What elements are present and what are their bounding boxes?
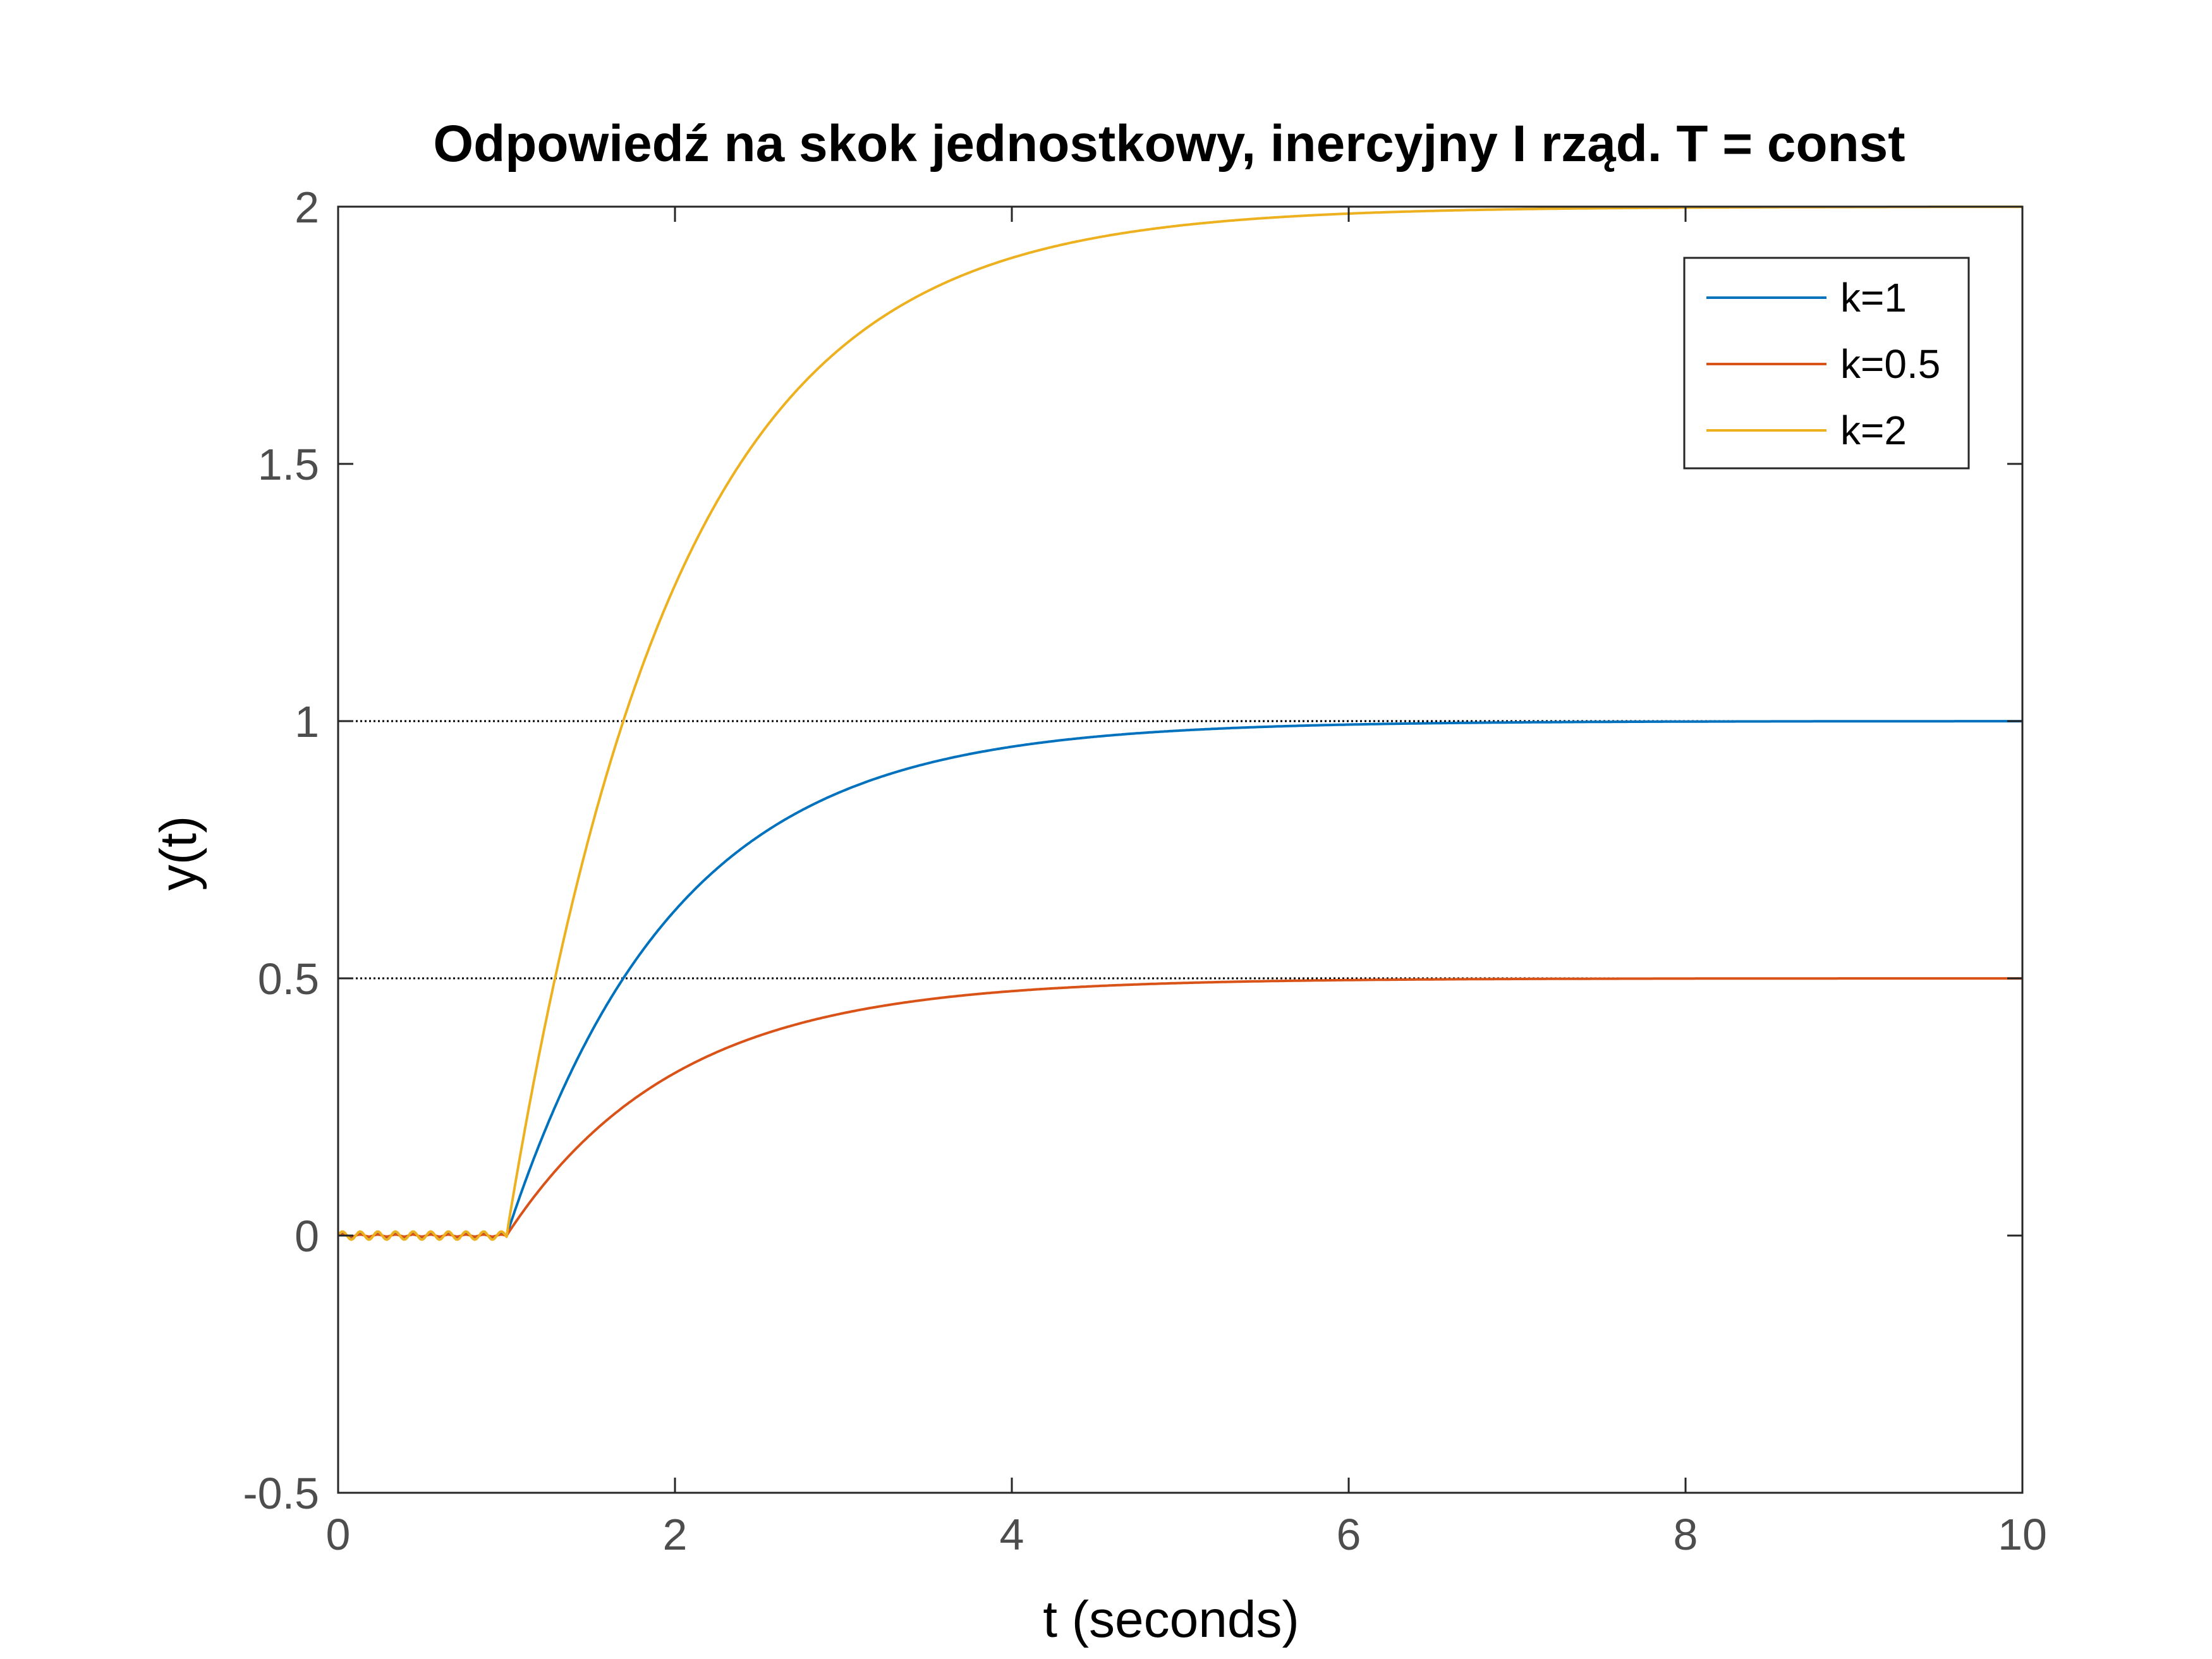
x-tick-label: 2 <box>663 1510 688 1559</box>
x-tick-label: 6 <box>1337 1510 1361 1559</box>
axis-ticks <box>337 205 2024 1494</box>
y-tick-label: 0.5 <box>258 954 319 1004</box>
y-tick-label: 1.5 <box>258 440 319 489</box>
x-tick-label: 8 <box>1674 1510 1698 1559</box>
y-axis-label: y(t) <box>150 816 207 890</box>
y-tick-label: 1 <box>295 697 319 746</box>
x-axis-label: t (seconds) <box>1043 1591 1299 1648</box>
y-tick-label: 2 <box>295 183 319 232</box>
legend-label: k=0.5 <box>1840 341 1940 387</box>
legend-label: k=2 <box>1840 408 1907 453</box>
legend-label: k=1 <box>1840 275 1907 320</box>
y-tick-label: -0.5 <box>243 1469 319 1518</box>
chart-title: Odpowiedź na skok jednostkowy, inercyjny… <box>433 115 1905 173</box>
series-line-k=0.5 <box>337 977 2022 1238</box>
x-tick-labels: 0 2 4 6 8 10 <box>326 1510 2047 1559</box>
x-tick-label: 4 <box>1000 1510 1024 1559</box>
legend: k=1 k=0.5 k=2 <box>1683 257 1970 470</box>
y-tick-label: 0 <box>295 1212 319 1261</box>
y-tick-labels: -0.5 0 0.5 1 1.5 2 <box>243 183 319 1518</box>
x-tick-label: 10 <box>1998 1510 2047 1559</box>
x-tick-label: 0 <box>326 1510 351 1559</box>
plot-frame <box>337 205 2024 1494</box>
series-line-k=1 <box>337 720 2022 1239</box>
